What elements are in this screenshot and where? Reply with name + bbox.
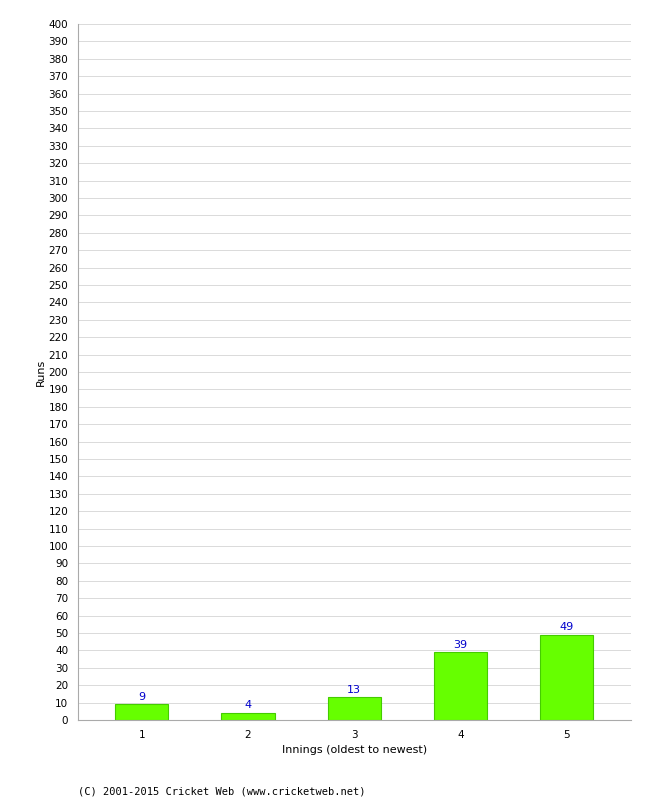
Bar [222, 713, 274, 720]
Bar [115, 704, 168, 720]
Text: 13: 13 [347, 685, 361, 694]
Text: 49: 49 [560, 622, 574, 632]
Text: (C) 2001-2015 Cricket Web (www.cricketweb.net): (C) 2001-2015 Cricket Web (www.cricketwe… [78, 786, 365, 796]
Bar [328, 698, 381, 720]
Bar [540, 634, 593, 720]
Text: 4: 4 [244, 701, 252, 710]
Text: 9: 9 [138, 692, 146, 702]
Y-axis label: Runs: Runs [36, 358, 46, 386]
Text: 39: 39 [454, 639, 467, 650]
Bar [434, 652, 487, 720]
X-axis label: Innings (oldest to newest): Innings (oldest to newest) [281, 746, 427, 755]
